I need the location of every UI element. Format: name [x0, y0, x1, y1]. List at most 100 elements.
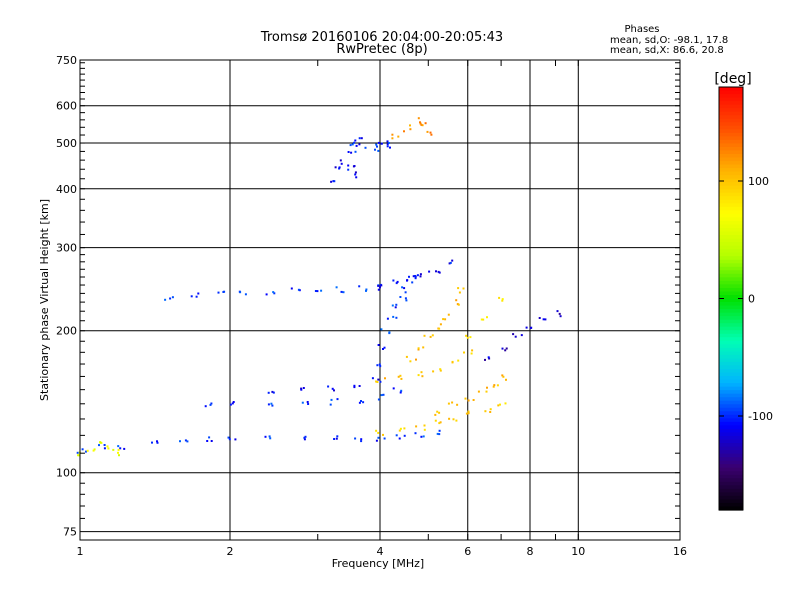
data-point — [502, 375, 505, 378]
data-point — [330, 180, 333, 183]
x-tick-label: 4 — [377, 545, 384, 558]
data-point — [415, 425, 418, 428]
data-point — [439, 369, 442, 372]
data-point — [556, 310, 559, 313]
data-point — [493, 384, 496, 387]
data-point — [333, 438, 336, 440]
colorbar-segment — [719, 369, 743, 374]
data-point — [360, 440, 363, 443]
data-point — [559, 315, 562, 318]
data-point — [403, 287, 406, 290]
data-point — [335, 286, 338, 289]
data-point — [244, 293, 247, 296]
data-point — [384, 377, 386, 380]
data-point — [85, 450, 87, 453]
colorbar-segment — [719, 168, 743, 173]
plot-frame — [79, 59, 681, 541]
colorbar-segment — [719, 506, 743, 511]
data-point — [375, 439, 378, 442]
data-point — [92, 449, 95, 452]
data-point — [103, 444, 106, 446]
data-point — [438, 433, 441, 436]
data-point — [106, 445, 109, 448]
data-point — [403, 130, 405, 133]
data-point — [452, 418, 455, 421]
colorbar-segment — [719, 450, 743, 455]
data-point — [338, 167, 341, 170]
data-point — [377, 141, 380, 144]
data-point — [336, 398, 339, 401]
colorbar-segment — [719, 386, 743, 391]
data-point — [428, 270, 431, 273]
y-tick-label: 400 — [56, 183, 77, 196]
data-point — [430, 133, 433, 136]
data-point — [465, 412, 468, 415]
data-point — [358, 385, 361, 387]
colorbar-segment — [719, 316, 743, 321]
data-point — [409, 124, 411, 127]
colorbar-segment — [719, 94, 743, 99]
colorbar-segment — [719, 407, 743, 412]
x-tick-label: 8 — [527, 545, 534, 558]
colorbar-segment — [719, 344, 743, 349]
data-point — [376, 364, 379, 367]
data-point — [424, 122, 427, 125]
data-point — [386, 317, 389, 320]
data-point — [447, 313, 450, 316]
data-point — [497, 404, 500, 407]
data-point — [382, 393, 385, 396]
data-point — [420, 435, 423, 438]
data-point — [386, 140, 389, 143]
data-point — [451, 401, 454, 404]
colorbar-segment — [719, 277, 743, 282]
data-point — [377, 344, 380, 346]
data-point — [375, 429, 378, 432]
data-point — [442, 318, 445, 321]
colorbar-segment — [719, 495, 743, 501]
data-point — [331, 387, 334, 390]
y-tick-label: 300 — [56, 242, 77, 255]
data-point — [397, 135, 400, 138]
data-point — [340, 290, 343, 293]
data-point — [329, 403, 332, 406]
data-point — [444, 318, 447, 321]
colorbar-segment — [719, 492, 743, 497]
colorbar-segment — [719, 302, 743, 307]
colorbar-segment — [719, 443, 743, 448]
data-point — [422, 435, 425, 438]
data-point — [462, 287, 465, 290]
data-point — [374, 148, 376, 151]
data-point — [399, 374, 402, 377]
colorbar-segment — [719, 146, 743, 152]
data-point — [389, 146, 391, 149]
colorbar-segment — [719, 280, 743, 286]
data-point — [355, 144, 358, 147]
y-tick-label: 200 — [56, 325, 77, 338]
data-point — [488, 357, 491, 360]
data-point — [353, 384, 356, 387]
colorbar-segment — [719, 499, 743, 504]
data-point — [195, 295, 198, 298]
data-point — [429, 335, 432, 338]
data-point — [486, 386, 488, 389]
x-axis-label: Frequency [MHz] — [332, 557, 424, 570]
colorbar-segment — [719, 139, 743, 145]
colorbar-segment — [719, 471, 743, 476]
data-point — [438, 429, 441, 432]
data-point — [350, 151, 353, 154]
data-point — [269, 437, 272, 440]
data-point — [471, 349, 474, 352]
data-point — [302, 387, 305, 389]
colorbar-segment — [719, 175, 743, 180]
data-point — [271, 390, 274, 393]
data-point — [542, 318, 545, 321]
data-point — [364, 146, 367, 149]
data-point — [400, 389, 403, 392]
colorbar-segment — [719, 379, 743, 384]
colorbar-segment — [719, 284, 743, 289]
colorbar-segment — [719, 390, 743, 395]
data-point — [379, 380, 382, 383]
data-point — [395, 316, 398, 319]
colorbar-segment — [719, 87, 743, 92]
colorbar-segment — [719, 457, 743, 462]
